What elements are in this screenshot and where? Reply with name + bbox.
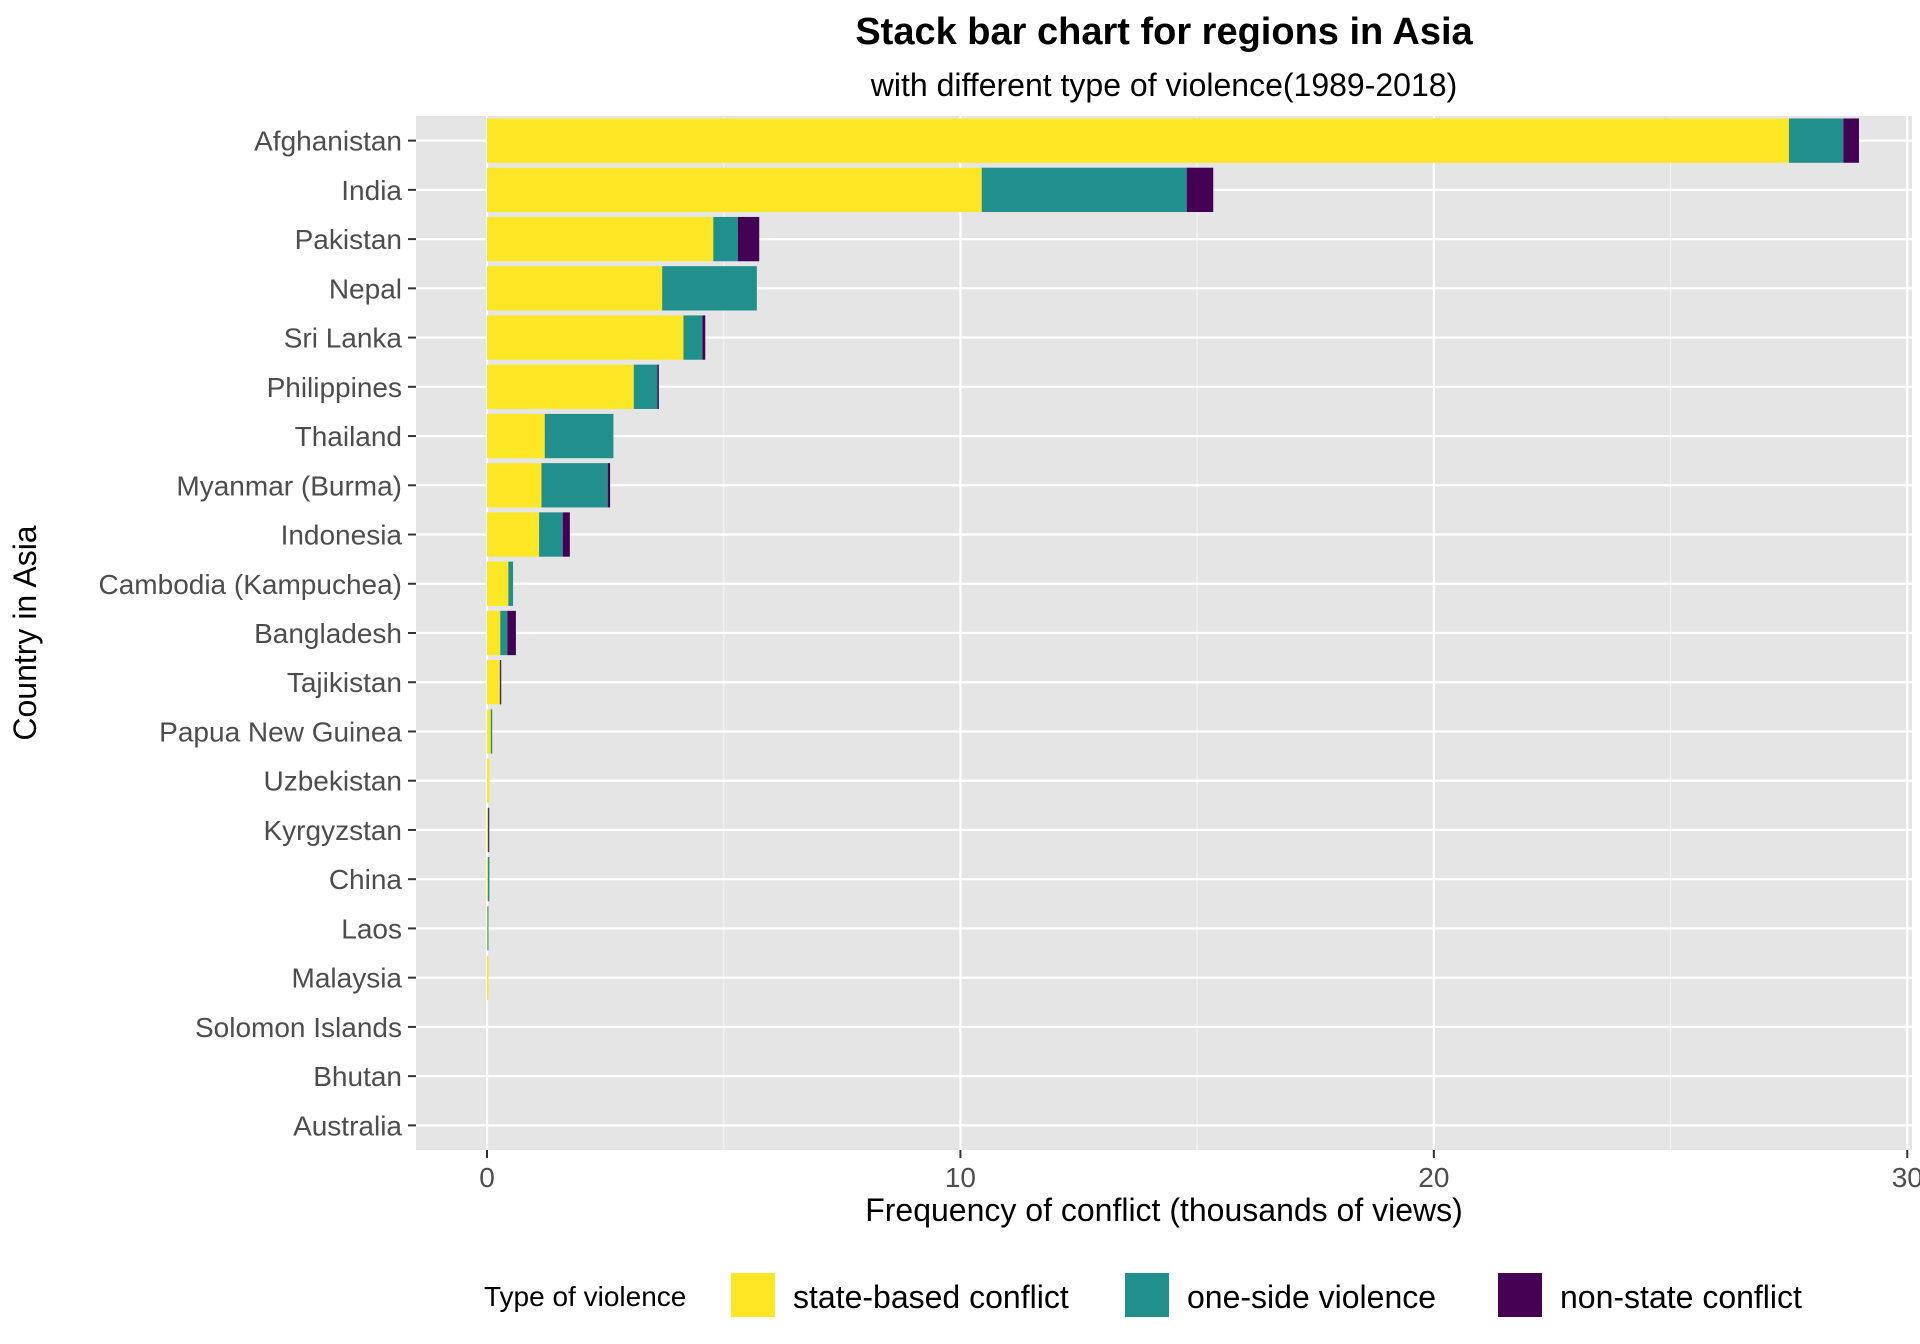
bar-segment [487,906,488,951]
y-tick-label: Papua New Guinea [159,716,402,747]
bar-segment [487,857,490,902]
legend-label: one-side violence [1187,1279,1436,1315]
bar-segment [500,610,508,656]
y-tick-label: Philippines [267,372,402,403]
bar-segment [633,364,658,409]
bar-segment [500,660,502,705]
bar-segment [508,561,514,606]
bar-segment [487,906,489,951]
y-axis: Afghanistan India Pakistan Nepal Sri Lanka Ph… [99,126,416,1141]
bar-segment [562,512,570,557]
bars [487,118,1859,1000]
x-tick-label: 0 [479,1162,495,1193]
x-tick-label: 30 [1892,1162,1920,1193]
bar-segment [487,709,491,754]
legend-key [731,1273,775,1317]
bar-segment [657,364,659,409]
chart-title: Stack bar chart for regions in Asia [855,11,1473,53]
bar-segment [487,807,488,853]
legend-key [1125,1273,1169,1317]
y-tick-label: Indonesia [281,520,403,551]
legend-label: non-state conflict [1560,1279,1802,1315]
bar-segment [507,610,516,656]
bar-segment [487,216,714,262]
bar-segment [487,857,488,902]
y-tick-label: China [329,864,403,895]
bar-segment [487,364,634,409]
y-tick-label: Cambodia (Kampuchea) [99,569,403,600]
y-tick-label: Myanmar (Burma) [176,470,402,501]
bar-segment [607,463,611,508]
x-axis: 0 10 20 30 [479,1150,1920,1193]
bar-segment [487,758,490,803]
bar-segment [487,807,489,853]
y-tick-label: India [341,175,402,206]
y-tick-label: Solomon Islands [195,1012,402,1043]
bar-segment [662,266,757,311]
y-tick-label: Bangladesh [254,618,402,649]
y-tick-label: Tajikistan [287,667,402,698]
y-tick-label: Bhutan [313,1061,402,1092]
y-tick-label: Nepal [329,273,402,304]
legend-title: Type of violence [484,1281,686,1312]
y-tick-label: Pakistan [295,224,402,255]
bar-segment [737,216,760,262]
bar-segment [541,463,608,508]
y-tick-label: Thailand [295,421,402,452]
bar-segment [487,413,545,459]
legend: Type of violence state-based conflict one… [484,1273,1802,1317]
y-tick-label: Afghanistan [254,126,402,157]
bar-segment [1186,167,1214,213]
bar-segment [1843,118,1859,163]
bar-segment [487,266,663,311]
bar-segment [683,315,703,360]
y-tick-label: Uzbekistan [263,766,402,797]
bar-segment [544,413,614,459]
bar-segment [487,512,540,557]
bar-segment [487,955,489,1000]
legend-label: state-based conflict [793,1279,1069,1315]
bar-segment [1788,118,1844,163]
y-tick-label: Kyrgyzstan [264,815,403,846]
bar-segment [981,167,1187,213]
y-tick-label: Malaysia [292,963,403,994]
bar-segment [488,807,490,853]
bar-segment [487,315,684,360]
bar-segment [702,315,706,360]
legend-key [1498,1273,1542,1317]
bar-segment [499,660,501,705]
bar-segment [713,216,738,262]
bar-segment [487,463,542,508]
x-tick-label: 10 [945,1162,976,1193]
bar-segment [490,709,493,754]
y-tick-label: Australia [293,1110,402,1141]
chart-subtitle: with different type of violence(1989-201… [870,67,1457,103]
y-axis-label: Country in Asia [7,525,43,740]
bar-segment [487,660,500,705]
y-tick-label: Sri Lanka [284,323,403,354]
x-tick-label: 20 [1418,1162,1449,1193]
x-axis-label: Frequency of conflict (thousands of view… [865,1192,1463,1228]
bar-segment [487,610,501,656]
bar-segment [487,561,509,606]
y-tick-label: Laos [341,913,402,944]
bar-segment [487,167,982,213]
bar-segment [539,512,563,557]
bar-segment [487,118,1789,163]
